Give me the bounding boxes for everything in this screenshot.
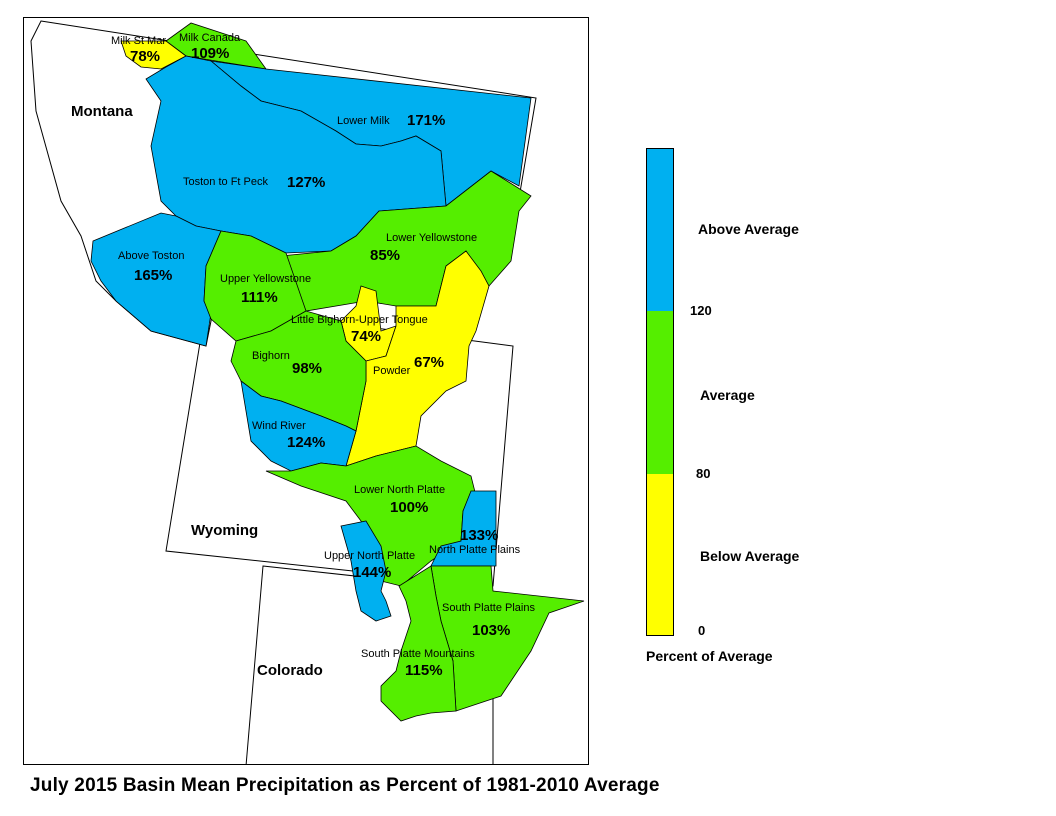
basin-value-lower-yellowstone: 85% bbox=[370, 247, 400, 264]
basin-name-lower-milk: Lower Milk bbox=[337, 115, 390, 127]
basin-value-lower-north-platte: 100% bbox=[390, 499, 428, 516]
basins bbox=[90, 22, 585, 722]
basin-name-bighorn: Bighorn bbox=[252, 350, 290, 362]
legend-swatch-average bbox=[646, 311, 674, 474]
legend-label-above-average: Above Average bbox=[698, 221, 799, 237]
basin-name-milk-canada: Milk Canada bbox=[179, 32, 241, 44]
basin-name-upper-north-platte: Upper North Platte bbox=[324, 550, 415, 562]
basin-milk-st-mary[interactable] bbox=[120, 40, 187, 70]
basin-name-upper-yellowstone: Upper Yellowstone bbox=[220, 273, 311, 285]
basin-value-lower-milk: 171% bbox=[407, 112, 445, 129]
state-label-colorado: Colorado bbox=[257, 662, 323, 679]
basin-value-powder: 67% bbox=[414, 354, 444, 371]
basin-name-south-platte-plains: South Platte Plains bbox=[442, 602, 535, 614]
basin-name-lower-yellowstone: Lower Yellowstone bbox=[386, 232, 477, 244]
legend-tick-0: 0 bbox=[698, 623, 706, 638]
basin-name-little-bighorn-upper-tongue: Little Bighorn-Upper Tongue bbox=[291, 314, 428, 326]
basin-value-above-toston: 165% bbox=[134, 267, 172, 284]
legend-tick-80: 80 bbox=[696, 466, 711, 481]
basin-value-little-bighorn-upper-tongue: 74% bbox=[351, 328, 381, 345]
basin-upper-north-platte[interactable] bbox=[340, 520, 392, 622]
legend-label-below-average: Below Average bbox=[700, 548, 800, 564]
legend-tick-120: 120 bbox=[690, 303, 712, 318]
legend-swatch-below-average bbox=[646, 474, 674, 636]
basin-name-above-toston: Above Toston bbox=[118, 250, 184, 262]
legend-title: Percent of Average bbox=[646, 648, 773, 664]
basin-name-wind-river: Wind River bbox=[252, 420, 306, 432]
state-label-montana: Montana bbox=[71, 103, 133, 120]
basin-value-wind-river: 124% bbox=[287, 434, 325, 451]
basin-value-toston-ft-peck: 127% bbox=[287, 174, 325, 191]
map-title: July 2015 Basin Mean Precipitation as Pe… bbox=[30, 775, 660, 796]
state-label-wyoming: Wyoming bbox=[191, 522, 258, 539]
basin-labels: Milk St Mar 78% Milk Canada 109% Lower M… bbox=[111, 32, 535, 679]
basin-south-platte-mountains[interactable] bbox=[380, 565, 457, 722]
map-canvas: Montana Wyoming Colorado Milk St Mar 78%… bbox=[30, 20, 585, 764]
basin-name-south-platte-mountains: South Platte Mountains bbox=[361, 648, 475, 660]
state-labels: Montana Wyoming Colorado bbox=[71, 103, 323, 679]
basin-value-north-platte-plains: 133% bbox=[460, 527, 498, 544]
basin-name-toston-ft-peck: Toston to Ft Peck bbox=[183, 176, 268, 188]
basin-value-milk-st-mary: 78% bbox=[130, 48, 160, 65]
basin-name-powder: Powder bbox=[373, 365, 411, 377]
basin-value-bighorn: 98% bbox=[292, 360, 322, 377]
legend-swatch-above-average bbox=[646, 148, 674, 311]
basin-value-upper-north-platte: 144% bbox=[353, 564, 391, 581]
basin-north-platte-plains[interactable] bbox=[430, 490, 497, 567]
basin-value-south-platte-plains: 103% bbox=[472, 622, 510, 639]
basin-name-north-platte-plains: North Platte Plains bbox=[429, 544, 521, 556]
basin-name-lower-north-platte: Lower North Platte bbox=[354, 484, 445, 496]
basin-value-milk-canada: 109% bbox=[191, 45, 229, 62]
map-frame: Montana Wyoming Colorado Milk St Mar 78%… bbox=[23, 17, 589, 765]
legend-label-average: Average bbox=[700, 387, 755, 403]
basin-value-south-platte-mountains: 115% bbox=[405, 662, 443, 679]
basin-name-milk-st-mary: Milk St Mar bbox=[111, 35, 166, 47]
basin-value-upper-yellowstone: 111% bbox=[241, 289, 278, 306]
